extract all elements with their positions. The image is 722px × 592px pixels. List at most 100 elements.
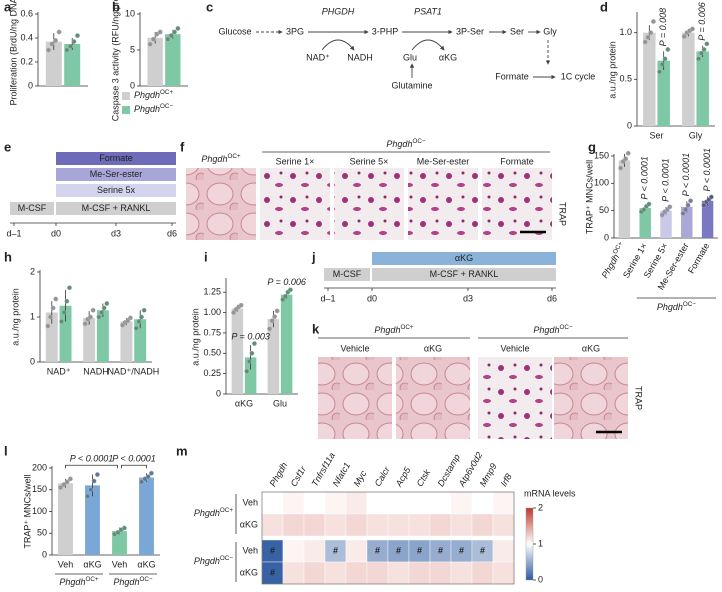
p-value: P = 0.006 bbox=[697, 2, 707, 40]
data-point bbox=[67, 476, 73, 482]
row-label: Veh bbox=[242, 545, 258, 555]
data-point bbox=[650, 19, 656, 24]
p-value: P < 0.0001 bbox=[70, 454, 113, 464]
bar bbox=[134, 319, 147, 362]
bar bbox=[58, 483, 73, 555]
panel-letter: i bbox=[204, 249, 208, 264]
data-point bbox=[172, 29, 177, 35]
pathway-node: 1C cycle bbox=[561, 71, 596, 81]
x-tick-label: Ser bbox=[649, 130, 663, 140]
heatmap-cell bbox=[387, 513, 410, 537]
x-tick-label: NADH bbox=[83, 366, 109, 376]
data-point bbox=[251, 341, 257, 346]
day-label: d0 bbox=[51, 228, 61, 238]
y-axis-label: a.u./ng protein bbox=[607, 41, 617, 99]
heatmap-cell bbox=[408, 491, 431, 515]
gene-name: Phgdh bbox=[59, 577, 85, 587]
legend-swatch bbox=[122, 106, 130, 114]
bar bbox=[45, 312, 58, 362]
heatmap-cell bbox=[387, 561, 410, 585]
significance-mark: # bbox=[396, 545, 401, 555]
data-point bbox=[115, 529, 121, 535]
treatment-label: αKG bbox=[455, 253, 473, 263]
data-point bbox=[646, 201, 652, 207]
heatmap-cell bbox=[429, 561, 452, 585]
colorbar-label: mRNA levels bbox=[524, 488, 576, 498]
heatmap-cell bbox=[282, 513, 305, 537]
genotype-superscript: OC+ bbox=[220, 507, 233, 514]
data-point bbox=[71, 39, 77, 45]
condition-label: Me-Ser-ester bbox=[417, 156, 470, 166]
gene-name: Phgdh bbox=[134, 90, 160, 100]
data-point bbox=[49, 41, 55, 47]
significance-mark: # bbox=[270, 545, 275, 555]
colorbar bbox=[525, 507, 534, 581]
bar bbox=[701, 200, 714, 238]
data-point bbox=[121, 525, 127, 531]
pathway-node: Glutamine bbox=[391, 80, 432, 90]
pathway-node: 3P-Ser bbox=[456, 26, 484, 36]
y-tick-label: 1.00 bbox=[203, 307, 221, 317]
significance-mark: # bbox=[270, 567, 275, 577]
gene-name: Phgdh bbox=[600, 253, 622, 281]
condition-label: Formate bbox=[500, 156, 534, 166]
day-label: d–1 bbox=[320, 293, 335, 303]
data-point bbox=[269, 318, 275, 324]
data-point bbox=[659, 61, 665, 67]
heatmap-cell bbox=[408, 513, 431, 537]
pathway-node: Formate bbox=[495, 71, 529, 81]
heatmap-cell bbox=[492, 561, 515, 585]
panel-letter: j bbox=[311, 249, 316, 264]
significance-mark: # bbox=[375, 545, 380, 555]
data-point bbox=[625, 150, 631, 156]
data-point bbox=[683, 207, 688, 213]
heatmap-cell bbox=[345, 539, 368, 563]
colorbar-tick-label: 1 bbox=[538, 538, 543, 548]
bar bbox=[681, 206, 693, 238]
heatmap-cell bbox=[366, 561, 389, 585]
bar bbox=[165, 34, 181, 86]
panel-letter: m bbox=[176, 443, 188, 458]
row-label: αKG bbox=[240, 567, 258, 577]
p-value: P < 0.0001 bbox=[640, 156, 650, 199]
heatmap-cell bbox=[366, 513, 389, 537]
row-label: αKG bbox=[240, 519, 258, 529]
heatmap-cell bbox=[345, 561, 368, 585]
heatmap-cell bbox=[261, 513, 284, 537]
p-value: P < 0.0001 bbox=[660, 158, 670, 201]
comparison-bracket bbox=[121, 464, 147, 469]
significance-mark: # bbox=[459, 545, 464, 555]
data-point bbox=[104, 301, 110, 306]
column-label: Csf1r bbox=[289, 464, 309, 488]
y-axis-label: Caspase 3 activity (RFU/ng protein) bbox=[110, 0, 120, 121]
pathway-node: αKG bbox=[439, 52, 457, 62]
y-tick-label: 1 bbox=[30, 311, 35, 321]
y-tick-label: 200 bbox=[32, 462, 47, 472]
column-label: Phgdh bbox=[268, 461, 290, 489]
data-point bbox=[75, 33, 80, 39]
group-label: PhgdhOC+ bbox=[194, 507, 233, 518]
x-tick-label: αKG bbox=[137, 559, 155, 569]
bar bbox=[660, 210, 672, 238]
condition-label: Vehicle bbox=[340, 343, 369, 353]
x-tick-label: αKG bbox=[235, 398, 253, 408]
data-point bbox=[53, 296, 59, 302]
y-axis-label: TRAP⁺ MNCs/well bbox=[584, 160, 594, 234]
column-label: Acp5 bbox=[393, 465, 413, 489]
data-point bbox=[274, 308, 280, 314]
gene-name: Phgdh bbox=[113, 577, 139, 587]
y-tick-label: 0 bbox=[216, 388, 221, 398]
bar bbox=[64, 44, 81, 86]
y-tick-label: 150 bbox=[32, 484, 47, 494]
bar bbox=[96, 310, 109, 362]
data-point bbox=[659, 212, 665, 218]
data-point bbox=[64, 298, 70, 304]
data-point bbox=[680, 210, 686, 216]
culture-bar bbox=[324, 268, 370, 281]
comparison-bracket bbox=[65, 464, 118, 469]
genotype-superscript: OC− bbox=[559, 324, 572, 331]
group-label: PhgdhOC+ bbox=[374, 324, 413, 335]
bar bbox=[120, 321, 133, 362]
culture-label: M-CSF + RANKL bbox=[82, 203, 151, 213]
data-point bbox=[641, 207, 647, 213]
